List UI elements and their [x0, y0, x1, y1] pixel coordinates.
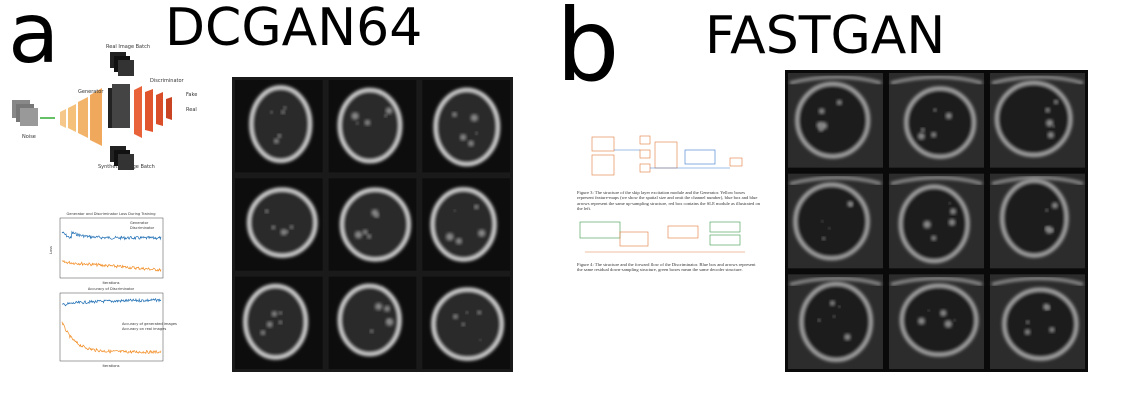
figure-caption: Figure 4: The structure and the forward …	[577, 262, 756, 273]
sample-image	[889, 173, 984, 269]
diagram-label: Fake	[186, 92, 197, 98]
sample-image	[235, 178, 323, 271]
diagram-label: Generator	[78, 89, 104, 95]
sample-image	[788, 73, 883, 168]
chart-title: Accuracy of Discriminator	[88, 287, 135, 291]
sample-image	[788, 173, 883, 269]
sample-image	[990, 73, 1085, 168]
diagram-label: Real Image Batch	[106, 44, 150, 50]
axis-label: Iterations	[102, 364, 119, 368]
axis-label: Iterations	[102, 281, 119, 285]
panel-label: a	[8, 0, 59, 82]
sample-image	[889, 73, 984, 168]
diagram-label: Discriminator	[150, 78, 185, 84]
image-grids	[232, 70, 1088, 372]
axis-label: Loss	[49, 246, 53, 254]
panel-label: b	[556, 0, 619, 104]
panel-title: DCGAN64	[165, 0, 422, 58]
sample-image	[328, 178, 417, 271]
sample-image	[422, 276, 510, 369]
loss-chart: Generator and Discriminator Loss During …	[49, 212, 164, 285]
legend-entry: Generator	[130, 221, 149, 225]
figure-caption: Figure 3: The structure of the skip laye…	[577, 190, 761, 212]
sample-image	[990, 274, 1085, 369]
sample-image	[422, 80, 510, 173]
panel-title: FASTGAN	[705, 6, 945, 66]
dcgan-diagram: Noise Generator Real Image Batch Discrim…	[12, 44, 197, 170]
diagram-label: Noise	[22, 134, 36, 140]
fastgan-architecture	[579, 135, 745, 253]
sample-image	[422, 178, 510, 271]
sample-image	[328, 80, 417, 173]
diagram-label: Real	[186, 107, 197, 113]
sample-image	[235, 80, 323, 173]
sample-image	[788, 274, 883, 369]
accuracy-chart: Accuracy of Discriminator Iterations Acc…	[59, 287, 177, 368]
sample-image	[328, 276, 417, 369]
legend-entry: Discriminator	[130, 226, 155, 230]
legend-entry: Accuracy on real images	[122, 327, 166, 331]
chart-title: Generator and Discriminator Loss During …	[66, 212, 155, 216]
legend-entry: Accuracy of generated images	[122, 322, 177, 326]
sample-grid	[785, 70, 1088, 372]
sample-grid	[232, 77, 513, 372]
sample-image	[889, 274, 984, 369]
sample-image	[235, 276, 323, 369]
sample-image	[990, 173, 1085, 269]
